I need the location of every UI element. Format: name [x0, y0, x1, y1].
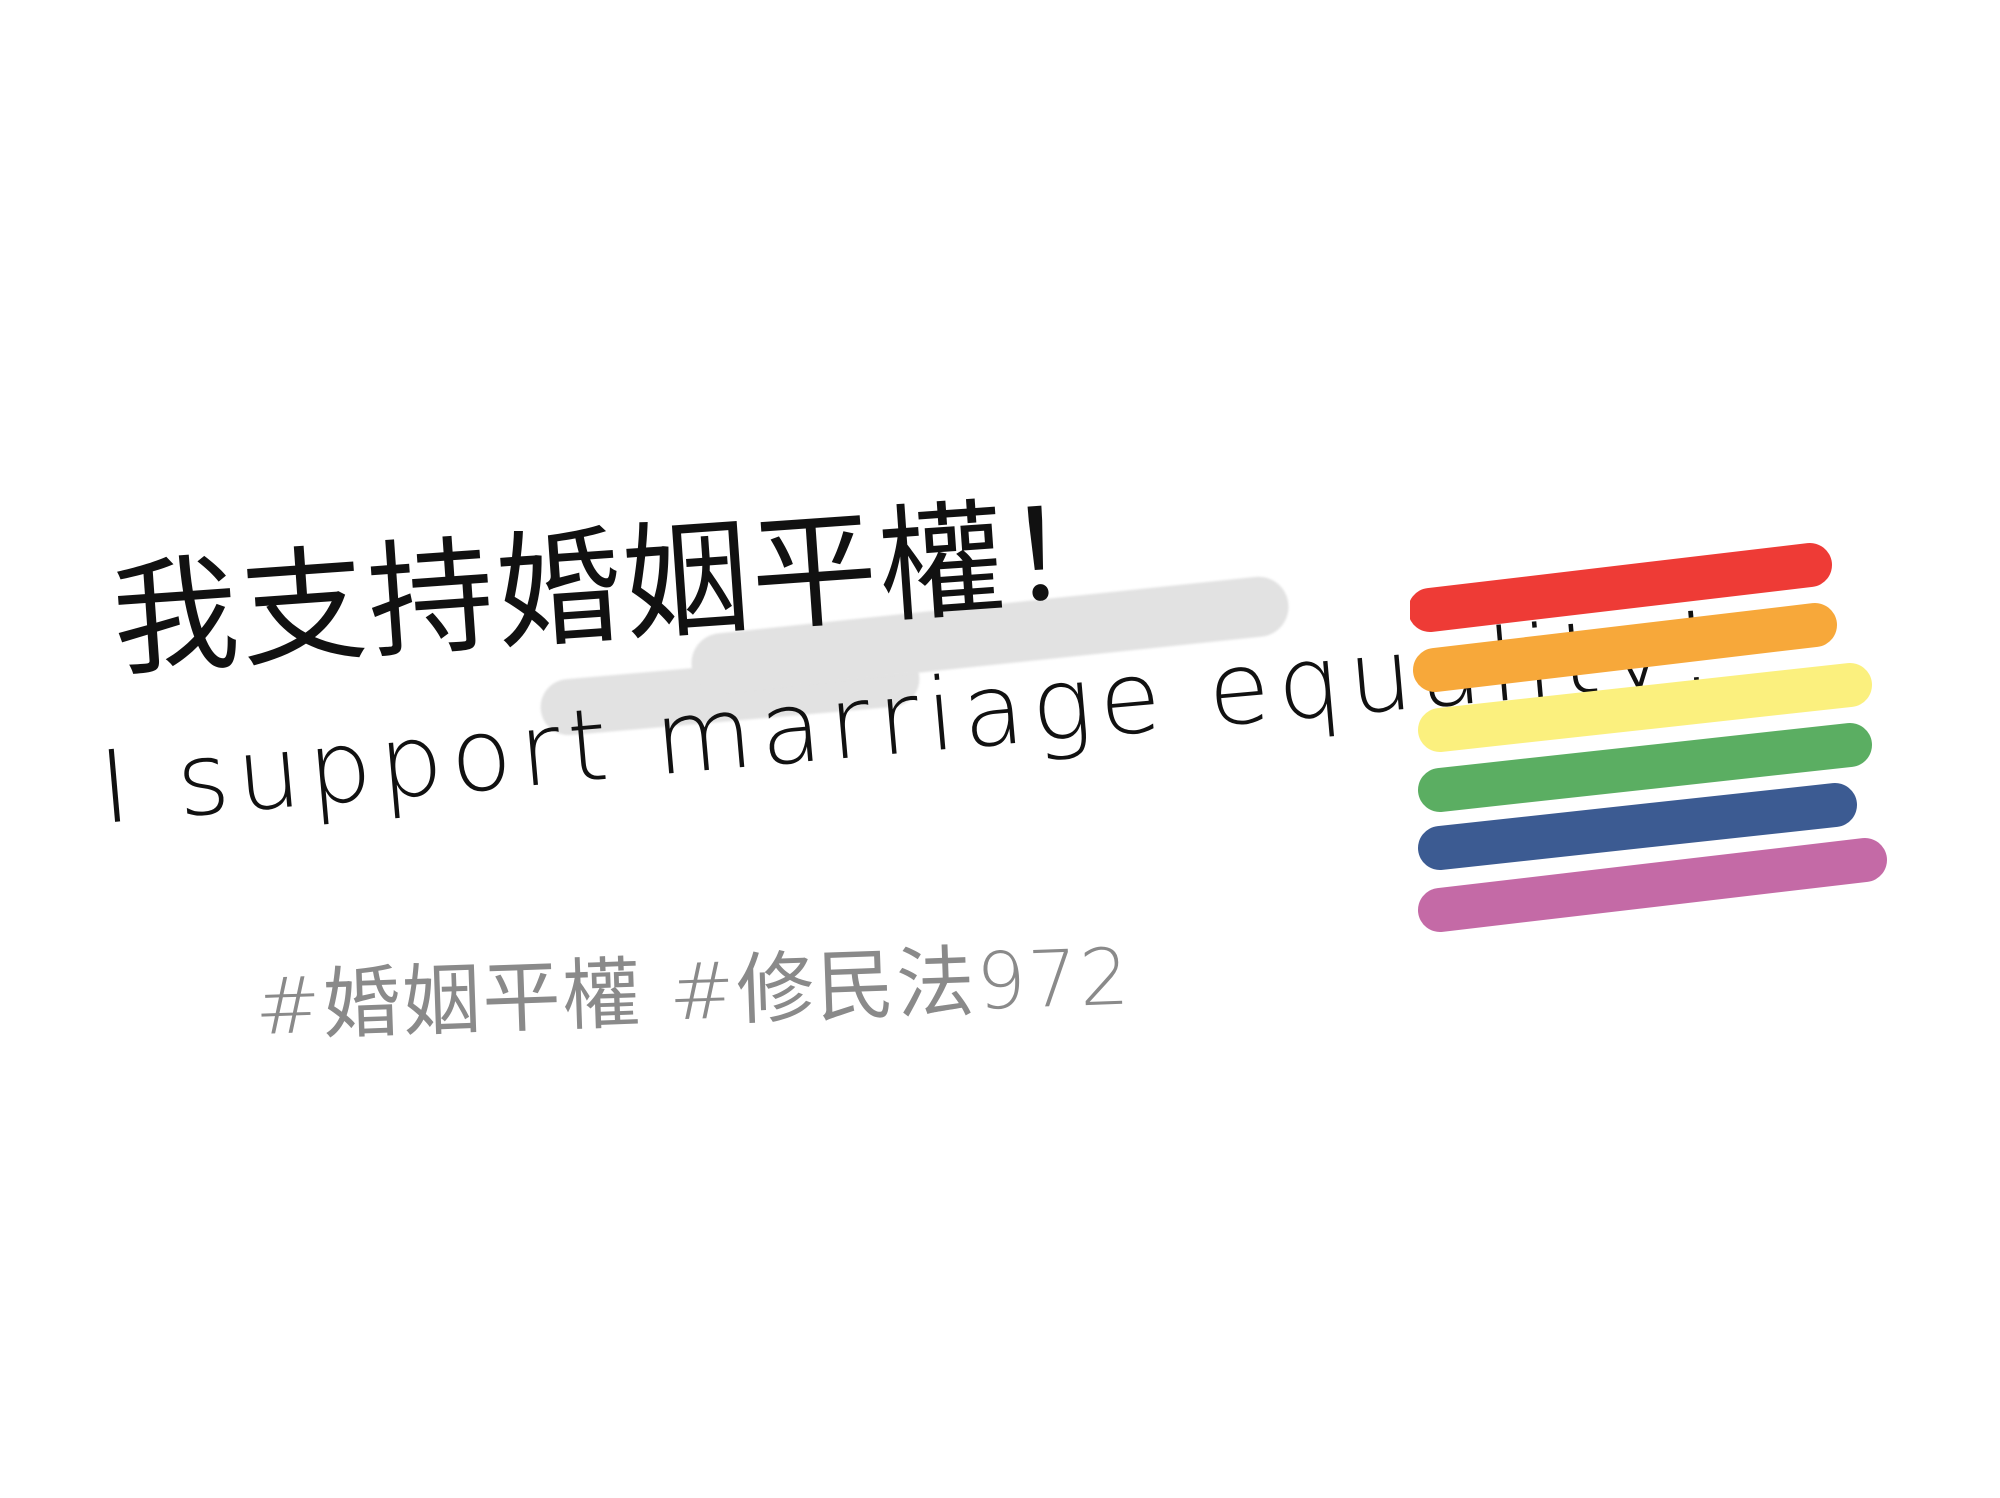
flag-stripe-blue: [1418, 783, 1857, 870]
flag-stripe-purple: [1418, 838, 1887, 932]
rainbow-flag-icon: [1410, 543, 1887, 932]
flag-stripe-red: [1410, 543, 1832, 632]
hashtags: #婚姻平權 #修民法972: [253, 932, 1133, 1053]
flag-stripe-green: [1418, 723, 1872, 812]
flag-stripe-yellow: [1418, 663, 1872, 752]
flag-stripe-orange: [1413, 603, 1837, 692]
